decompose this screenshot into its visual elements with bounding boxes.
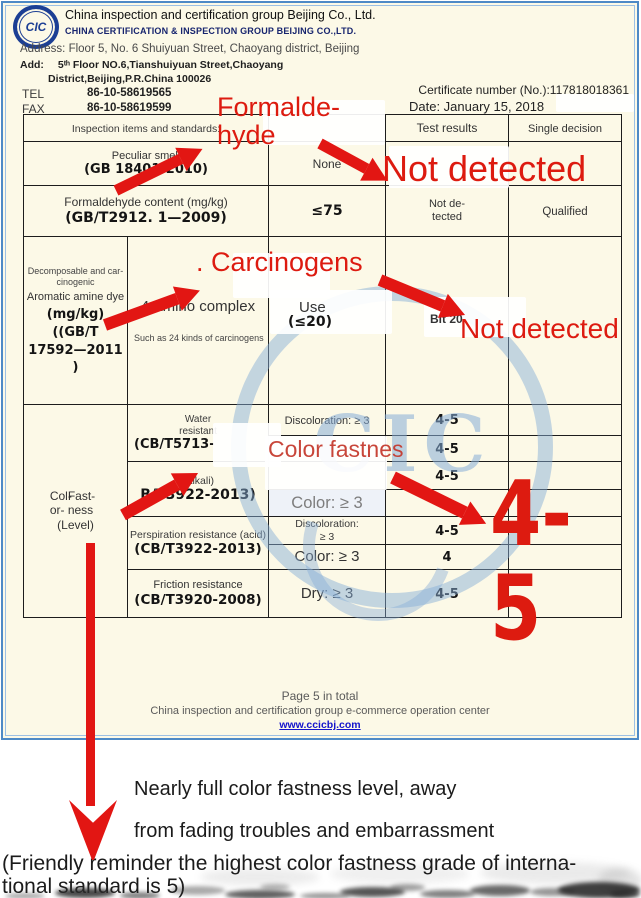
add-label: Add:: [20, 59, 44, 71]
footer-link-row: www.ccicbj.com: [3, 719, 637, 731]
annotation-big-grade: 4-5: [490, 462, 572, 661]
add-line-1: Add: 5ᵗʰ Floor NO.6,Tianshuiyuan Street,…: [20, 59, 283, 71]
cell-f3-req: [268, 461, 387, 490]
cell-formaldehyde-item: Formaldehyde content (mg/kg) (GB/T2912. …: [22, 185, 270, 237]
cell-perspiration: Perspiration resistance (acid) (CB/T3922…: [126, 516, 270, 570]
cell-alkali: (Alkali) B/T3922-2013): [126, 461, 270, 517]
cell-f2-decision: [508, 435, 623, 462]
promo-line-3: (Friendly reminder the highest color fas…: [2, 852, 577, 875]
annotation-not-detected-mid: Not detected: [460, 313, 619, 344]
tel-value: 86-10-58619565: [87, 87, 172, 99]
cell-friction: Friction resistance (CB/T3920-2008): [126, 569, 270, 618]
company-name-caps: CHINA CERTIFICATION & INSPECTION GROUP B…: [65, 26, 357, 36]
cell-f1-result: 4-5: [385, 404, 510, 436]
fax-value: 86-10-58619599: [87, 102, 172, 114]
company-name-english: China inspection and certification group…: [65, 8, 376, 22]
use-limit-line2: (≤20): [288, 314, 333, 330]
red-down-line-icon: [86, 543, 95, 806]
cell-f5-req: Discoloration: ≥ 3: [268, 516, 387, 545]
cic-logo-icon: CIC: [13, 5, 59, 49]
cell-f7-decision: [508, 569, 623, 618]
cell-f6-decision: [508, 544, 623, 570]
cell-f7-req: Dry: ≥ 3: [268, 569, 387, 618]
page-count: Page 5 in total: [281, 689, 359, 703]
cell-f4-req: Color: ≥ 3: [268, 489, 387, 517]
cell-fastness-label: Col- or- Fast- ness (Level): [23, 404, 128, 618]
header-test-results: Test results: [385, 114, 510, 142]
website-link[interactable]: www.ccicbj.com: [279, 719, 361, 731]
cell-water-resistant: Water resistant (CB/T5713-: [126, 404, 270, 462]
promo-line-1: Nearly full color fastness level, away: [134, 778, 457, 800]
certificate-number: Certificate number (No.):117818018361: [418, 83, 629, 97]
cell-formaldehyde-result: Not de- tected: [385, 185, 510, 237]
annotation-carcinogens: . Carcinogens: [196, 247, 363, 277]
fax-label: FAX: [22, 102, 45, 116]
add-line-2: District,Beijing,P.R.China 100026: [48, 73, 212, 85]
header-items: Inspection items and standards:: [22, 114, 270, 142]
cell-formaldehyde-decision: Qualified: [508, 185, 623, 237]
cic-logo-text: CIC: [25, 20, 47, 34]
address-line: Address: Floor 5, No. 6 Shuiyuan Street,…: [20, 43, 360, 55]
cell-f6-req: Color: ≥ 3: [268, 544, 387, 570]
cell-f4-decision: [508, 489, 623, 517]
cell-f2-result: 4-5: [385, 435, 510, 462]
header-single-decision: Single decision: [508, 114, 623, 142]
promo-line-4: tional standard is 5): [2, 875, 186, 898]
red-down-arrowhead-icon: [69, 800, 117, 860]
cell-f1-decision: [508, 404, 623, 436]
certificate-date: Date: January 15, 2018: [409, 99, 545, 114]
cell-smell-decision: [508, 141, 623, 186]
tel-label: TEL: [22, 87, 45, 101]
cell-f7-result: 4-5: [385, 569, 510, 618]
annotation-not-detected-top: Not detected: [382, 148, 587, 189]
annotation-color-fastness: Color fastnes: [268, 436, 404, 462]
cell-carcinogen-item: Decomposable and car- cinogenic Aromatic…: [23, 236, 128, 405]
promo-line-2: from fading troubles and embarrassment: [134, 820, 495, 842]
footer-org: China inspection and certification group…: [150, 705, 490, 717]
cell-formaldehyde-limit: ≤75: [268, 185, 387, 237]
cell-f1-req: Discoloration: ≥ 3: [268, 404, 387, 436]
cell-carcinogen-decision: [508, 236, 623, 405]
add-text: 5ᵗʰ Floor NO.6,Tianshuiyuan Street,Chaoy…: [57, 59, 284, 71]
